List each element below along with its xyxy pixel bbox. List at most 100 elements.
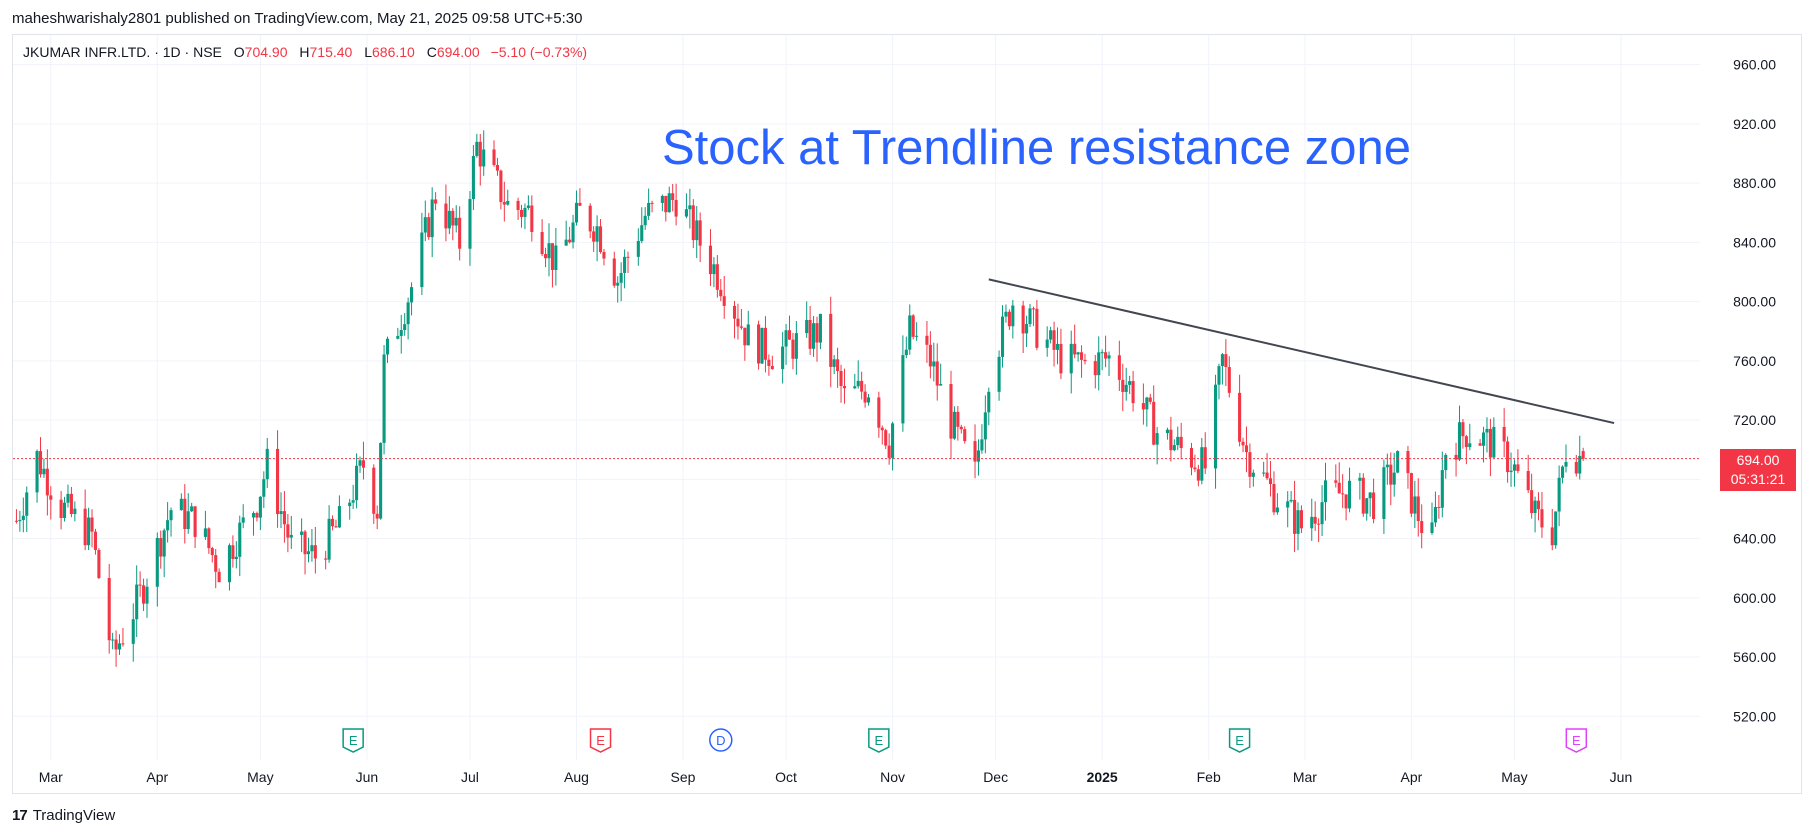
price-tick-label: 920.00 (1733, 116, 1776, 132)
candle-body (1176, 436, 1180, 446)
time-tick-label: May (247, 769, 273, 785)
earnings-marker-icon[interactable]: E (342, 728, 364, 753)
candle-body (684, 209, 688, 217)
candle-body (1251, 472, 1255, 477)
candle-body (691, 205, 695, 241)
candle-body (911, 315, 915, 337)
candle-body (361, 460, 366, 468)
candle-body (324, 558, 328, 560)
candle-body (203, 528, 207, 537)
dividend-marker-icon[interactable]: D (709, 728, 733, 752)
candle-body (492, 149, 496, 165)
candle-body (327, 518, 331, 560)
candle-body (757, 324, 761, 364)
candle-body (519, 209, 524, 217)
candle-body (901, 355, 905, 424)
candle-body (891, 423, 895, 458)
candle-body (829, 313, 833, 367)
candle-body (973, 441, 977, 462)
earnings-marker-icon[interactable]: E (589, 728, 612, 753)
time-tick-label: Feb (1197, 769, 1221, 785)
candle-body (1509, 470, 1513, 473)
candle-body (997, 356, 1001, 392)
event-marker-label: E (596, 733, 605, 748)
time-tick-label: Jun (356, 769, 379, 785)
candle-body (1561, 466, 1565, 478)
price-tick-label: 640.00 (1733, 531, 1776, 547)
candle-body (1011, 305, 1015, 327)
candle-body (406, 302, 410, 325)
candle-body (815, 323, 819, 343)
candle-body (231, 545, 235, 560)
candle-body (1550, 527, 1554, 546)
candle-body (495, 164, 500, 171)
candle-body (1485, 428, 1489, 433)
candle-body (595, 226, 599, 242)
candle-body (1516, 464, 1520, 472)
candle-body (62, 502, 67, 518)
time-axis[interactable]: Mar Apr May Jun Jul Aug Sep Oct Nov Dec 2025 Feb Mar… (39, 769, 1633, 785)
candle-body (708, 245, 713, 275)
candle-body (475, 141, 479, 156)
candle-body (1217, 366, 1221, 385)
candle-body (1530, 490, 1534, 514)
candle-body (169, 510, 173, 521)
candle-body (241, 517, 245, 523)
candle-body (279, 511, 283, 515)
candle-body (1313, 516, 1317, 524)
candle-body (1007, 311, 1011, 327)
candle-body (1557, 477, 1561, 512)
candle-body (698, 220, 702, 246)
candle-body (715, 264, 719, 290)
candle-body (382, 354, 386, 443)
candle-body (262, 479, 266, 497)
candle-body (1275, 507, 1279, 513)
candle-body (1361, 477, 1365, 514)
candle-body (1080, 352, 1084, 360)
candle-body (516, 200, 520, 210)
candle-body (444, 203, 448, 229)
candle-body (1227, 367, 1231, 393)
candle-body (739, 326, 743, 328)
candle-body (877, 397, 881, 428)
footer-brand[interactable]: 17 TradingView (12, 807, 115, 824)
candle-body (695, 220, 699, 241)
candle-body (1286, 501, 1290, 508)
price-axis[interactable]: 960.00 920.00 880.00 840.00 800.00 760.00 720.… (1733, 57, 1776, 725)
event-marker-label: E (1572, 733, 1581, 748)
candle-body (1320, 502, 1324, 525)
candle-body (1028, 308, 1032, 325)
candle-body (812, 323, 816, 349)
candle-body (1289, 499, 1293, 502)
candle-body (1344, 494, 1348, 509)
candle-body (1464, 436, 1468, 448)
candle-body (1413, 496, 1417, 514)
candle-body (980, 439, 984, 451)
candle-body (571, 222, 575, 243)
candle-body (1581, 451, 1585, 459)
candle-body (111, 639, 115, 641)
candle-body (554, 245, 558, 270)
candle-body (908, 315, 912, 350)
candle-body (1055, 343, 1060, 350)
candle-body (1554, 511, 1558, 546)
candle-body (952, 411, 956, 439)
candle-body (578, 202, 582, 206)
candle-body (303, 531, 307, 555)
candle-body (289, 534, 293, 538)
candle-body (348, 502, 352, 507)
candle-body (1444, 454, 1448, 471)
earnings-marker-icon[interactable]: E (1565, 728, 1588, 753)
trendline[interactable] (988, 278, 1615, 425)
candle-body (983, 412, 987, 440)
candle-body (523, 207, 527, 217)
candle-body (1097, 352, 1101, 376)
symbol-name[interactable]: JKUMAR INFR.LTD. · 1D · NSE (23, 44, 222, 60)
earnings-marker-icon[interactable]: E (868, 728, 890, 753)
chart-annotation[interactable]: Stock at Trendline resistance zone (662, 121, 1412, 175)
candle-body (1131, 381, 1135, 404)
price-tick-label: 760.00 (1733, 353, 1776, 369)
candle-body (1492, 426, 1496, 458)
earnings-marker-icon[interactable]: E (1228, 728, 1251, 753)
